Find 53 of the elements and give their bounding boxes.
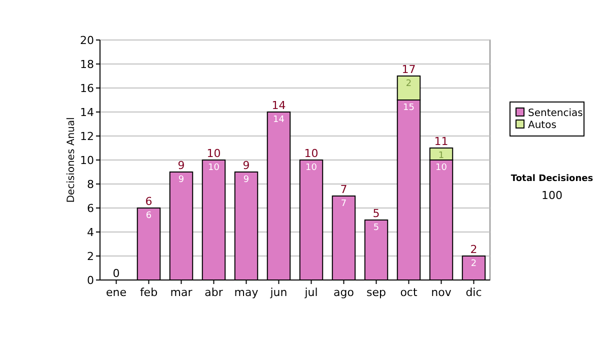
y-tick-label: 18: [80, 58, 94, 71]
total-label: 11: [434, 135, 448, 148]
x-tick-label: ago: [334, 286, 354, 299]
data-label: 10: [208, 163, 220, 173]
legend-label: Sentencias: [528, 108, 583, 119]
total-label: 14: [272, 99, 286, 112]
x-tick-label: dic: [466, 286, 482, 299]
total-label: 7: [340, 183, 348, 196]
y-tick-label: 12: [80, 130, 94, 143]
data-label: 10: [306, 163, 318, 173]
total-label: 9: [242, 159, 250, 172]
x-tick-label: may: [234, 286, 259, 299]
y-tick-label: 6: [87, 202, 94, 215]
y-tick-label: 4: [87, 226, 94, 239]
total-label: 17: [402, 63, 416, 76]
total-label: 6: [145, 195, 152, 208]
x-tick-label: feb: [140, 286, 158, 299]
data-label: 15: [403, 103, 414, 113]
x-tick-label: nov: [431, 286, 452, 299]
y-tick-label: 20: [80, 34, 94, 47]
y-axis-title: Decisiones Anual: [66, 117, 77, 203]
data-label: 10: [436, 163, 448, 173]
total-label: 5: [372, 207, 380, 220]
data-label: 1: [438, 151, 444, 161]
y-tick-label: 16: [80, 82, 94, 95]
text: 100: [542, 189, 562, 202]
x-tick-label: sep: [366, 286, 386, 299]
y-tick-label: 10: [80, 154, 94, 167]
x-tick-label: mar: [170, 286, 193, 299]
text: Total Decisiones: [510, 174, 594, 184]
data-label: 7: [340, 199, 347, 209]
data-label: 9: [243, 175, 250, 185]
total-label: 10: [304, 147, 318, 160]
y-tick-label: 8: [87, 178, 94, 191]
data-label: 2: [406, 79, 412, 89]
data-label: 14: [273, 115, 285, 125]
x-tick-label: ene: [106, 286, 127, 299]
y-tick-label: 0: [87, 274, 94, 287]
data-label: 9: [178, 175, 184, 185]
data-label: 6: [146, 211, 152, 221]
total-label: 9: [178, 159, 185, 172]
total-label: 0: [112, 267, 120, 280]
y-tick-label: 2: [87, 250, 94, 263]
x-tick-label: jun: [269, 286, 288, 299]
x-tick-label: abr: [204, 286, 224, 299]
legend-label: Autos: [528, 120, 556, 131]
x-tick-label: jul: [304, 286, 318, 299]
total-label: 10: [206, 147, 221, 160]
data-label: 2: [470, 259, 477, 269]
y-tick-label: 14: [80, 106, 94, 119]
data-label: 5: [373, 223, 380, 233]
total-label: 2: [470, 243, 478, 256]
x-tick-label: oct: [400, 286, 418, 299]
